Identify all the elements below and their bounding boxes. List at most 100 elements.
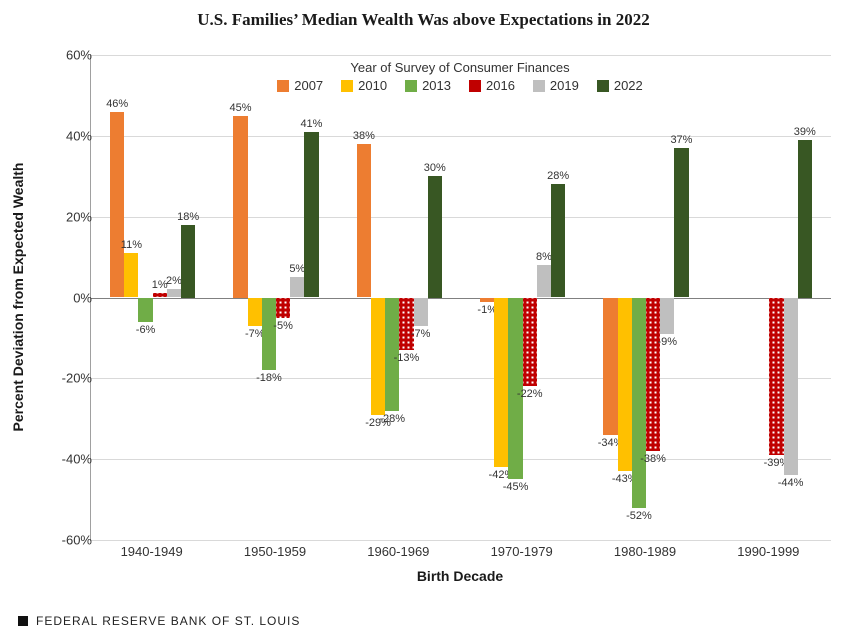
bar xyxy=(603,298,617,435)
bar xyxy=(798,140,812,298)
legend-swatch xyxy=(469,80,481,92)
gridline xyxy=(91,217,831,218)
bar-value-label: -22% xyxy=(517,388,543,400)
bar xyxy=(124,253,138,297)
legend-label: 2007 xyxy=(294,78,323,93)
y-tick-label: -20% xyxy=(32,371,92,386)
bar xyxy=(551,184,565,297)
source-footer: FEDERAL RESERVE BANK OF ST. LOUIS xyxy=(18,614,300,628)
bar xyxy=(660,298,674,334)
y-tick-label: 40% xyxy=(32,128,92,143)
bar xyxy=(153,293,167,297)
legend-title: Year of Survey of Consumer Finances xyxy=(90,60,830,75)
bar xyxy=(674,148,688,298)
x-category-label: 1970-1979 xyxy=(460,544,583,559)
bar xyxy=(646,298,660,452)
bar xyxy=(632,298,646,508)
bar xyxy=(262,298,276,371)
bar-value-label: 37% xyxy=(670,134,692,146)
y-tick-label: 20% xyxy=(32,209,92,224)
bar-value-label: -45% xyxy=(503,481,529,493)
legend-swatch xyxy=(405,80,417,92)
bar xyxy=(494,298,508,468)
bar xyxy=(371,298,385,415)
x-axis-label: Birth Decade xyxy=(90,568,830,584)
legend-item: 2019 xyxy=(533,78,579,93)
bar-value-label: 38% xyxy=(353,130,375,142)
footer-text: FEDERAL RESERVE BANK OF ST. LOUIS xyxy=(36,614,300,628)
bar-value-label: -44% xyxy=(778,477,804,489)
bar xyxy=(537,265,551,297)
bar-value-label: 39% xyxy=(794,126,816,138)
bar-value-label: -28% xyxy=(379,413,405,425)
bar xyxy=(784,298,798,476)
bar-value-label: 2% xyxy=(166,275,182,287)
bar xyxy=(248,298,262,326)
bar xyxy=(110,112,124,298)
legend-label: 2022 xyxy=(614,78,643,93)
gridline xyxy=(91,378,831,379)
bar xyxy=(399,298,413,351)
plot-area: 46%11%-6%1%2%18%45%-7%-18%-5%5%41%38%-29… xyxy=(90,55,831,541)
y-tick-label: -40% xyxy=(32,452,92,467)
bar xyxy=(138,298,152,322)
legend-swatch xyxy=(277,80,289,92)
legend-item: 2013 xyxy=(405,78,451,93)
bar xyxy=(414,298,428,326)
bar-value-label: 5% xyxy=(289,263,305,275)
bar xyxy=(769,298,783,456)
bar xyxy=(290,277,304,297)
bar-value-label: 46% xyxy=(106,98,128,110)
bar xyxy=(276,298,290,318)
legend-item: 2022 xyxy=(597,78,643,93)
legend-label: 2016 xyxy=(486,78,515,93)
bar-value-label: -38% xyxy=(640,453,666,465)
legend-label: 2013 xyxy=(422,78,451,93)
y-tick-label: 0% xyxy=(32,290,92,305)
bar xyxy=(480,298,494,302)
bar xyxy=(167,289,181,297)
bar-value-label: 41% xyxy=(300,118,322,130)
y-tick-label: -60% xyxy=(32,533,92,548)
bar xyxy=(357,144,371,298)
legend-swatch xyxy=(341,80,353,92)
x-category-label: 1960-1969 xyxy=(337,544,460,559)
bar xyxy=(428,176,442,297)
chart-container: U.S. Families’ Median Wealth Was above E… xyxy=(0,0,847,640)
bar-value-label: -52% xyxy=(626,510,652,522)
bar xyxy=(618,298,632,472)
bar xyxy=(523,298,537,387)
legend-item: 2010 xyxy=(341,78,387,93)
bar-value-label: 18% xyxy=(177,211,199,223)
bar xyxy=(304,132,318,298)
bar-value-label: 30% xyxy=(424,162,446,174)
legend-swatch xyxy=(597,80,609,92)
gridline xyxy=(91,540,831,541)
legend-label: 2019 xyxy=(550,78,579,93)
gridline xyxy=(91,459,831,460)
bar-value-label: 11% xyxy=(121,239,142,251)
bar-value-label: 8% xyxy=(536,251,552,263)
y-axis-label: Percent Deviation from Expected Wealth xyxy=(10,163,26,432)
bar xyxy=(181,225,195,298)
bar-value-label: -13% xyxy=(394,352,420,364)
chart-title: U.S. Families’ Median Wealth Was above E… xyxy=(0,10,847,30)
bar-value-label: -5% xyxy=(273,320,293,332)
y-tick-label: 60% xyxy=(32,48,92,63)
bar-value-label: -7% xyxy=(411,328,431,340)
legend-label: 2010 xyxy=(358,78,387,93)
legend-item: 2007 xyxy=(277,78,323,93)
legend-item: 2016 xyxy=(469,78,515,93)
gridline xyxy=(91,136,831,137)
legend-swatch xyxy=(533,80,545,92)
x-category-label: 1980-1989 xyxy=(583,544,706,559)
bar xyxy=(233,116,247,298)
bar-value-label: -9% xyxy=(657,336,677,348)
bar-value-label: -6% xyxy=(136,324,156,336)
bar-value-label: -18% xyxy=(256,372,282,384)
x-category-label: 1940-1949 xyxy=(90,544,213,559)
x-category-label: 1990-1999 xyxy=(707,544,830,559)
gridline xyxy=(91,55,831,56)
x-category-label: 1950-1959 xyxy=(213,544,336,559)
bar-value-label: 28% xyxy=(547,170,569,182)
